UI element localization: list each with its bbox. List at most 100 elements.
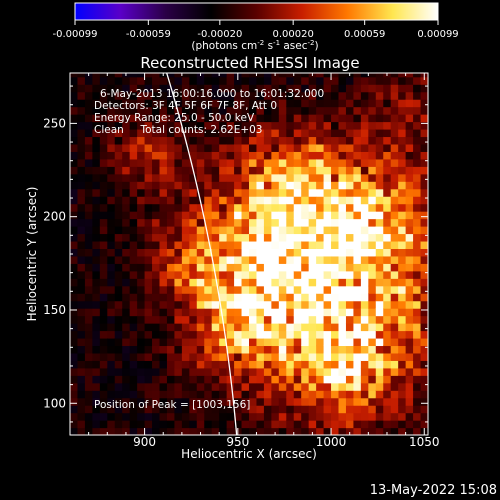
heatmap-cell (174, 188, 183, 197)
heatmap-cell (77, 285, 86, 294)
heatmap-cell (293, 248, 302, 257)
heatmap-cell (144, 240, 153, 249)
heatmap-cell (331, 99, 340, 108)
heatmap-cell (226, 427, 235, 435)
heatmap-cell (234, 211, 243, 220)
heatmap-cell (353, 278, 362, 287)
heatmap-cell (293, 367, 302, 376)
heatmap-cell (122, 323, 131, 332)
heatmap-cell (293, 382, 302, 391)
heatmap-cell (174, 151, 183, 160)
heatmap-cell (159, 278, 168, 287)
heatmap-cell (211, 240, 220, 249)
heatmap-cell (114, 412, 123, 421)
heatmap-cell (345, 345, 355, 354)
heatmap-cell (226, 166, 235, 175)
heatmap-cell (92, 158, 101, 167)
heatmap-cell (263, 136, 272, 145)
heatmap-cell (263, 158, 272, 167)
heatmap-cell (92, 226, 101, 235)
heatmap-cell (308, 345, 317, 354)
heatmap-cell (226, 99, 235, 108)
heatmap-cell (174, 412, 183, 421)
heatmap-cell (338, 143, 347, 152)
heatmap-cell (92, 211, 101, 220)
heatmap-cell (181, 255, 190, 264)
heatmap-cell (189, 397, 198, 406)
heatmap-cell (390, 240, 399, 249)
y-tick-label: 250 (43, 116, 66, 130)
heatmap-cell (368, 211, 377, 220)
heatmap-cell (271, 151, 280, 160)
heatmap-cell (114, 84, 123, 93)
heatmap-cell (129, 196, 138, 205)
heatmap-cell (196, 143, 205, 152)
heatmap-cell (316, 390, 325, 399)
heatmap-cell (405, 211, 414, 220)
heatmap-cell (256, 300, 265, 309)
heatmap-cell (159, 121, 168, 130)
heatmap-cell (360, 278, 369, 287)
heatmap-cell (249, 248, 258, 257)
heatmap-cell (129, 427, 138, 435)
heatmap-cell (129, 352, 138, 361)
heatmap-cell (368, 427, 377, 435)
heatmap-cell (398, 218, 407, 227)
heatmap-cell (405, 300, 414, 309)
heatmap-cell (301, 412, 310, 421)
heatmap-cell (405, 323, 414, 332)
heatmap-cell (189, 255, 198, 264)
heatmap-cell (360, 308, 369, 317)
heatmap-cell (308, 270, 317, 279)
heatmap-cell (263, 337, 272, 347)
heatmap-cell (189, 106, 198, 115)
heatmap-cell (211, 352, 220, 361)
heatmap-cell (129, 390, 138, 399)
heatmap-cell (211, 390, 220, 399)
heatmap-cell (323, 121, 332, 130)
heatmap-cell (196, 121, 205, 130)
heatmap-cell (256, 352, 265, 361)
heatmap-cell (241, 226, 250, 235)
heatmap-cell (420, 367, 428, 376)
heatmap-cell (70, 248, 79, 257)
heatmap-cell (181, 382, 190, 391)
heatmap-cell (353, 315, 362, 324)
heatmap-cell (152, 330, 161, 339)
heatmap-cell (211, 323, 220, 332)
heatmap-cell (159, 99, 168, 108)
heatmap-cell (129, 337, 138, 347)
heatmap-cell (323, 270, 332, 279)
heatmap-cell (375, 76, 384, 85)
heatmap-cell (383, 99, 392, 108)
heatmap-cell (211, 76, 220, 85)
heatmap-cell (360, 173, 369, 182)
heatmap-cell (353, 196, 362, 205)
heatmap-cell (360, 211, 369, 220)
heatmap-cell (204, 203, 213, 212)
heatmap-cell (70, 330, 79, 339)
heatmap-cell (420, 211, 428, 220)
heatmap-cell (70, 233, 79, 242)
heatmap-cell (137, 412, 146, 421)
heatmap-cell (234, 323, 243, 332)
heatmap-cell (390, 136, 399, 145)
heatmap-cell (390, 315, 399, 324)
heatmap-cell (204, 360, 213, 369)
heatmap-cell (256, 151, 265, 160)
heatmap-cell (70, 293, 79, 302)
heatmap-cell (152, 367, 161, 376)
heatmap-cell (398, 203, 407, 212)
heatmap-cell (263, 263, 272, 272)
heatmap-cell (211, 143, 220, 152)
heatmap-cell (316, 308, 325, 317)
heatmap-cell (137, 218, 146, 227)
heatmap-cell (345, 91, 355, 100)
heatmap-cell (181, 218, 190, 227)
heatmap-cell (241, 121, 250, 130)
heatmap-cell (383, 128, 392, 138)
heatmap-cell (92, 382, 101, 391)
heatmap-cell (278, 337, 287, 347)
heatmap-cell (181, 412, 190, 421)
